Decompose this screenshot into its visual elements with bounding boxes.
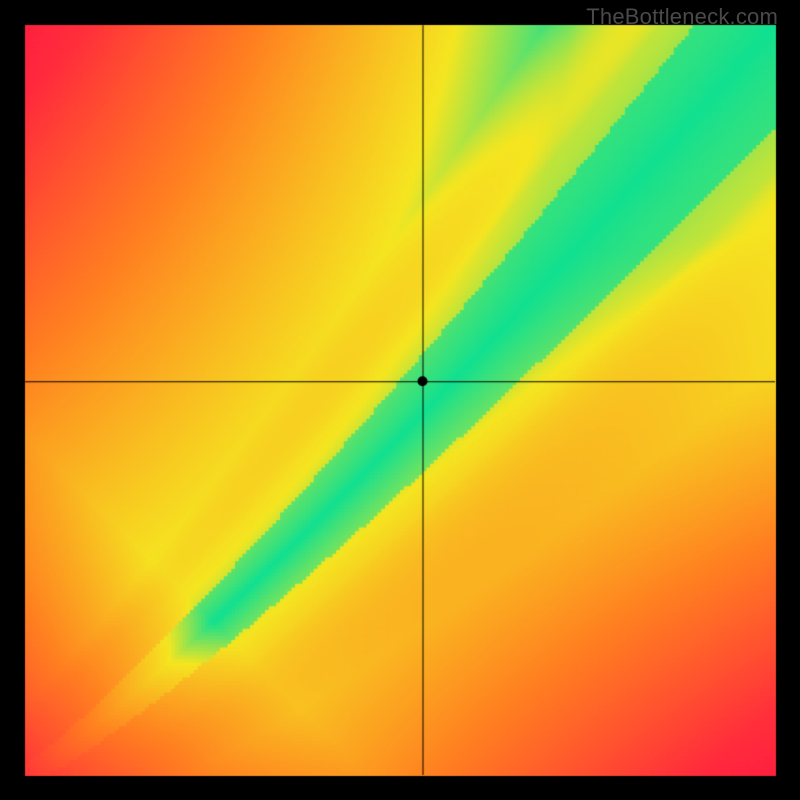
watermark-text: TheBottleneck.com — [586, 4, 778, 30]
chart-container: TheBottleneck.com — [0, 0, 800, 800]
crosshair-overlay — [0, 0, 800, 800]
